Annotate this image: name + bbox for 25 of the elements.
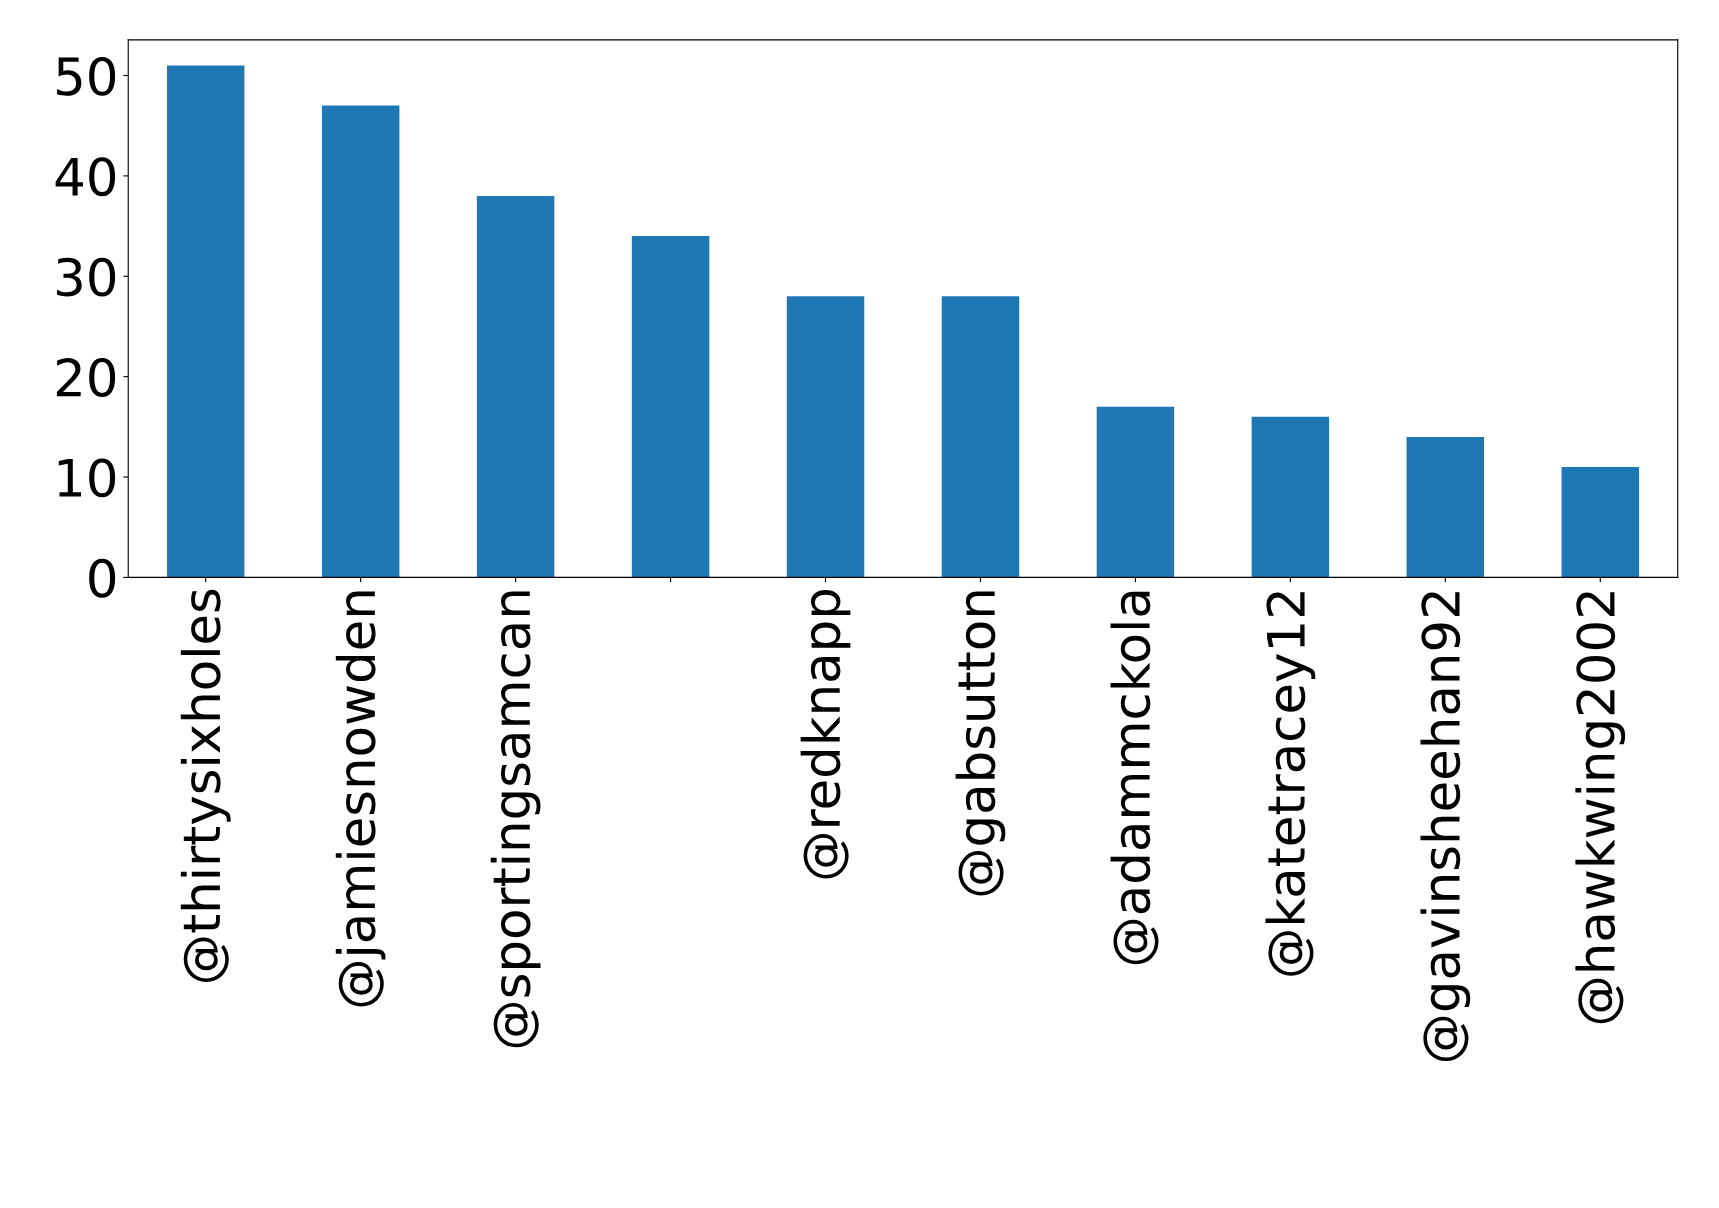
bar (1096, 406, 1175, 578)
x-tick-label: @sportingsamcan (490, 591, 541, 1048)
y-tick-label: 10 (58, 458, 116, 498)
bar (1561, 467, 1640, 578)
bar (1251, 416, 1330, 578)
bar (476, 195, 555, 578)
x-tick-label: @thirtysixholes (180, 589, 231, 982)
y-tick-label: 20 (56, 358, 116, 397)
y-tick-label: 50 (57, 56, 116, 96)
x-tick-label: @gabsutton (955, 591, 1006, 896)
x-tick-label: @redknapp (800, 589, 851, 879)
y-tick-label: 30 (57, 257, 116, 297)
bar (941, 296, 1020, 578)
x-tick-label: @gavinsheehan92 (1420, 592, 1471, 1062)
bar (786, 296, 865, 578)
x-tick-label: @katetracey12 (1265, 592, 1316, 976)
bar (631, 236, 710, 578)
x-tick-label: @adammckola (1110, 591, 1159, 965)
x-tick-label: @hawkwing2002 (1575, 592, 1626, 1024)
x-tick-label: @jamiesnowden (335, 591, 386, 1007)
bar (166, 65, 245, 578)
bar (321, 105, 400, 578)
y-tick-label: 0 (89, 558, 116, 598)
y-tick-label: 40 (55, 157, 116, 197)
bar (1406, 436, 1485, 578)
